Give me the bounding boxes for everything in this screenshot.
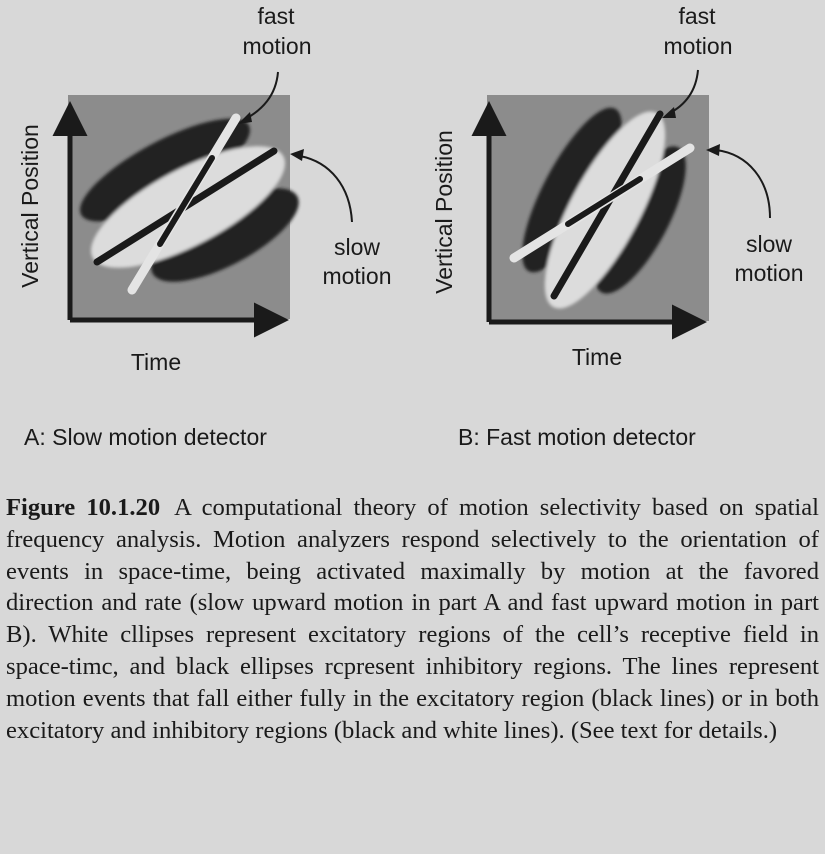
figure-caption-label: Figure 10.1.20 [6, 494, 161, 521]
panel-b-annotation-fast-line2: motion [663, 33, 732, 59]
panel-b-slow-pointer [715, 149, 771, 219]
figure-diagram: fast motion slow motion Time Vertical Po… [17, 3, 804, 375]
panel-a-x-axis-label: Time [131, 349, 181, 375]
panel-a-annotation-slow-line2: motion [322, 263, 391, 289]
panel-b-inhibitory-region-left [522, 107, 622, 273]
panel-b-fast-pointer-head [662, 107, 676, 118]
panel-a-y-axis-label: Vertical Position [17, 124, 43, 288]
panel-b-annotation-fast-line1: fast [678, 3, 716, 29]
panel-a-annotation-fast-line2: motion [242, 33, 311, 59]
panel-b-slow-motion-line-black [565, 176, 643, 227]
panel-a-caption: A: Slow motion detector [24, 424, 267, 450]
panel-a-inhibitory-region-lower [151, 188, 299, 282]
panel-a-inhibitory-region-upper [80, 118, 250, 222]
panel-a: fast motion slow motion Time Vertical Po… [17, 3, 392, 375]
panel-b-annotation-slow-line2: motion [734, 260, 803, 286]
panel-b-y-axis-label: Vertical Position [431, 130, 457, 294]
panel-a-fast-motion-line-black [157, 155, 215, 247]
figure-caption: Figure 10.1.20 A computational theory of … [6, 492, 819, 746]
panel-a-fast-pointer-head [238, 112, 252, 124]
panel-a-slow-pointer [299, 155, 353, 223]
panel-a-annotation-slow-line1: slow [334, 234, 380, 260]
panel-b: fast motion slow motion Time Vertical Po… [431, 3, 804, 370]
panel-b-caption: B: Fast motion detector [458, 424, 696, 450]
panel-a-annotation-fast-line1: fast [257, 3, 295, 29]
panel-b-annotation-slow-line1: slow [746, 231, 792, 257]
panel-a-slow-pointer-head [290, 149, 304, 161]
panel-b-slow-pointer-head [706, 144, 720, 156]
panel-b-x-axis-label: Time [572, 344, 622, 370]
figure-caption-text: A computational theory of motion selecti… [6, 494, 819, 744]
